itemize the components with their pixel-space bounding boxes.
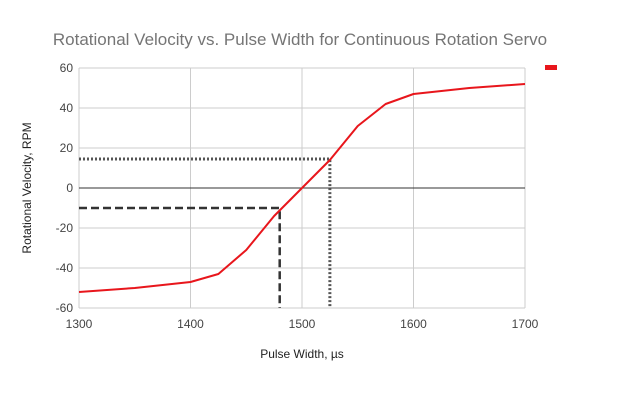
chart-title: Rotational Velocity vs. Pulse Width for … xyxy=(53,30,547,49)
x-axis-label: Pulse Width, µs xyxy=(260,347,344,361)
series-line xyxy=(78,83,526,293)
x-tick-label: 1600 xyxy=(400,317,427,331)
y-tick-label: 40 xyxy=(60,101,74,115)
y-tick-label: 0 xyxy=(66,181,73,195)
y-tick-label: -40 xyxy=(56,261,74,275)
y-tick-label: 20 xyxy=(60,141,74,155)
x-tick-label: 1300 xyxy=(66,317,93,331)
series-layer xyxy=(78,83,526,293)
y-tick-label: 60 xyxy=(60,61,74,75)
dashed-reference-line xyxy=(79,206,281,308)
y-tick-label: -20 xyxy=(56,221,74,235)
y-tick-label: -60 xyxy=(56,301,74,315)
dotted-reference-line xyxy=(79,157,332,308)
legend-swatch xyxy=(545,65,557,70)
x-tick-label: 1500 xyxy=(289,317,316,331)
legend xyxy=(545,65,557,70)
x-tick-label: 1700 xyxy=(512,317,539,331)
x-tick-label: 1400 xyxy=(177,317,204,331)
y-axis-label: Rotational Velocity, RPM xyxy=(20,122,34,253)
annotations xyxy=(79,157,332,308)
tick-labels: 1300 1400 1500 1600 1700 -60 -40 -20 0 20 40 60 xyxy=(56,61,539,331)
